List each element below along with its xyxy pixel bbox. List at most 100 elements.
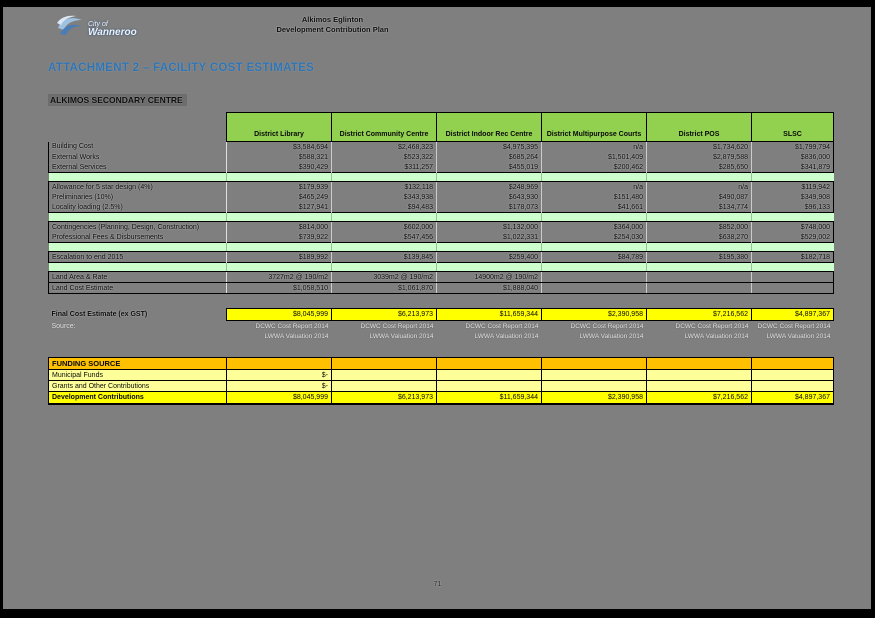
- cell-blank-col5: [646, 262, 752, 272]
- cell-preliminaries-10-col4: $151,480: [541, 192, 647, 202]
- column-header-district-indoor-rec-centre: District Indoor Rec Centre: [436, 112, 542, 142]
- cell-land-area-rate-col6: [751, 271, 834, 283]
- cell-preliminaries-10-col1: $465,249: [226, 192, 332, 202]
- cell-land-cost-estimate-col3: $1,888,040: [436, 282, 542, 294]
- cell-contingencies-planning-design-construction-col1: $814,000: [226, 221, 332, 232]
- cell-escalation-to-end-2015-col4: $84,789: [541, 251, 647, 263]
- document-header-line1: Alkimos Eglinton: [301, 15, 364, 24]
- row-land-area-rate: Land Area & Rate 3727m2 @ 190/m2 3039m2 @ …: [48, 271, 834, 283]
- row-label-escalation-to-end-2015: Escalation to end 2015: [48, 251, 227, 263]
- cell-contingencies-planning-design-construction-col4: $364,000: [541, 221, 647, 232]
- cell-source-col2: DCWC Cost Report 2014 LWWA Valuation 201…: [360, 323, 434, 340]
- column-header-district-pos: District POS: [646, 112, 752, 142]
- row-sep: [48, 262, 834, 272]
- cell-final-cost-estimate-ex-gst-col1: $8,045,999: [226, 308, 332, 321]
- row-label-land-area-rate: Land Area & Rate: [48, 271, 227, 283]
- column-header-slsc: SLSC: [751, 112, 834, 142]
- cell-land-cost-estimate-col1: $1,058,510: [226, 282, 332, 294]
- cell-escalation-to-end-2015-col3: $259,400: [436, 251, 542, 263]
- column-header-district-multipurpose-courts: District Multipurpose Courts: [541, 112, 647, 142]
- cell-land-cost-estimate-col6: [751, 282, 834, 294]
- cell-building-cost-col6: $1,799,794: [751, 141, 834, 152]
- gap-row-cell: [49, 294, 834, 309]
- document-header-line2: Development Contribution Plan: [276, 25, 389, 34]
- cell-blank-col2: [331, 242, 437, 252]
- cell-blank-col3: [436, 212, 542, 222]
- page-border-bottom: [0, 609, 875, 618]
- cell-blank-col3: [436, 242, 542, 252]
- cell-blank-col4: [541, 212, 647, 222]
- cell-external-works-col4: $1,501,409: [541, 152, 647, 162]
- cell-escalation-to-end-2015-col1: $189,992: [226, 251, 332, 263]
- cell-final-cost-estimate-ex-gst-col4: $2,390,958: [541, 308, 647, 321]
- cell-preliminaries-10-col5: $490,087: [646, 192, 752, 202]
- cell-professional-fees-disbursements-col5: $638,270: [646, 232, 752, 243]
- cell-external-works-col6: $836,000: [751, 152, 834, 162]
- page-border-left: [0, 0, 3, 618]
- cell-escalation-to-end-2015-col2: $139,845: [331, 251, 437, 263]
- cell-blank-col4: [541, 172, 647, 182]
- row-professional-fees-disbursements: Professional Fees & Disbursements $739,92…: [48, 232, 834, 243]
- cell-external-services-col4: $200,462: [541, 162, 647, 173]
- row-label-development-contributions: Development Contributions: [48, 391, 227, 405]
- cell-locality-loading-2-5-col2: $94,483: [331, 202, 437, 213]
- row-external-services: External Services $390,429 $311,257 $455,01…: [48, 162, 834, 173]
- cell-blank-col4: [541, 262, 647, 272]
- row-grants-and-other-contributions: Grants and Other Contributions $-: [48, 380, 834, 392]
- page-border-right: [871, 0, 875, 618]
- cell-land-area-rate-col3: 14900m2 @ 190/m2: [436, 271, 542, 283]
- cell-development-contributions-col5: $7,216,562: [646, 391, 752, 405]
- row-label-blank: [48, 242, 227, 252]
- cell-contingencies-planning-design-construction-col5: $852,000: [646, 221, 752, 232]
- cell-municipal-funds-col6: [751, 369, 834, 381]
- cell-funding-source-col5: [646, 357, 752, 370]
- row-label-professional-fees-disbursements: Professional Fees & Disbursements: [48, 232, 227, 243]
- cost-estimate-table-wrap: District Library District Community Centr…: [48, 112, 834, 405]
- row-label-building-cost: Building Cost: [48, 141, 227, 152]
- row-sep: [48, 172, 834, 182]
- cell-contingencies-planning-design-construction-col3: $1,132,000: [436, 221, 542, 232]
- cell-blank-col3: [436, 172, 542, 182]
- cell-final-cost-estimate-ex-gst-col2: $6,213,973: [331, 308, 437, 321]
- row-allowance-for-5-star-design-4: Allowance for 5 star design (4%) $179,939…: [48, 181, 834, 192]
- row-label-blank: [48, 172, 227, 182]
- row-sep: [48, 212, 834, 222]
- logo-line1: City of: [88, 20, 108, 28]
- row-contingencies-planning-design-construction: Contingencies (Planning, Design, Constru…: [48, 221, 834, 232]
- row-label-source: Source:: [51, 322, 76, 330]
- page-title: ATTACHMENT 2 – FACILITY COST ESTIMATES: [48, 62, 315, 74]
- cell-locality-loading-2-5-col3: $178,073: [436, 202, 542, 213]
- cell-blank-col1: [226, 172, 332, 182]
- row-source: Source: DCWC Cost Report 2014 LWWA Valuat…: [49, 321, 834, 344]
- cell-locality-loading-2-5-col1: $127,941: [226, 202, 332, 213]
- cell-land-area-rate-col2: 3039m2 @ 190/m2: [331, 271, 437, 283]
- cell-blank-col2: [331, 172, 437, 182]
- cell-blank-col6: [751, 172, 834, 182]
- row-preliminaries-10: Preliminaries (10%) $465,249 $343,938 $643,…: [48, 192, 834, 202]
- row-label-funding-source: FUNDING SOURCE: [48, 357, 227, 370]
- cell-locality-loading-2-5-col5: $134,774: [646, 202, 752, 213]
- cell-external-services-col1: $390,429: [226, 162, 332, 173]
- cell-external-services-col5: $285,650: [646, 162, 752, 173]
- logo-text: City of Wanneroo: [88, 20, 137, 38]
- cell-blank-col1: [226, 212, 332, 222]
- cell-external-works-col2: $523,322: [331, 152, 437, 162]
- cell-funding-source-col4: [541, 357, 647, 370]
- cell-land-area-rate-col4: [541, 271, 647, 283]
- column-header-district-library: District Library: [226, 112, 332, 142]
- cell-funding-source-col2: [331, 357, 437, 370]
- row-gap: [49, 294, 834, 309]
- row-sep: [48, 242, 834, 252]
- cell-grants-and-other-contributions-col1: $-: [226, 380, 332, 392]
- row-external-works: External Works $588,321 $523,322 $685,264 $1…: [48, 152, 834, 162]
- cell-grants-and-other-contributions-col2: [331, 380, 437, 392]
- cell-grants-and-other-contributions-col5: [646, 380, 752, 392]
- cell-blank-col5: [646, 242, 752, 252]
- page-number: 71: [433, 581, 442, 588]
- cell-escalation-to-end-2015-col5: $195,380: [646, 251, 752, 263]
- cell-building-cost-col4: n/a: [541, 141, 647, 152]
- cell-source-col5: DCWC Cost Report 2014 LWWA Valuation 201…: [675, 323, 749, 340]
- cell-preliminaries-10-col2: $343,938: [331, 192, 437, 202]
- cell-grants-and-other-contributions-col3: [436, 380, 542, 392]
